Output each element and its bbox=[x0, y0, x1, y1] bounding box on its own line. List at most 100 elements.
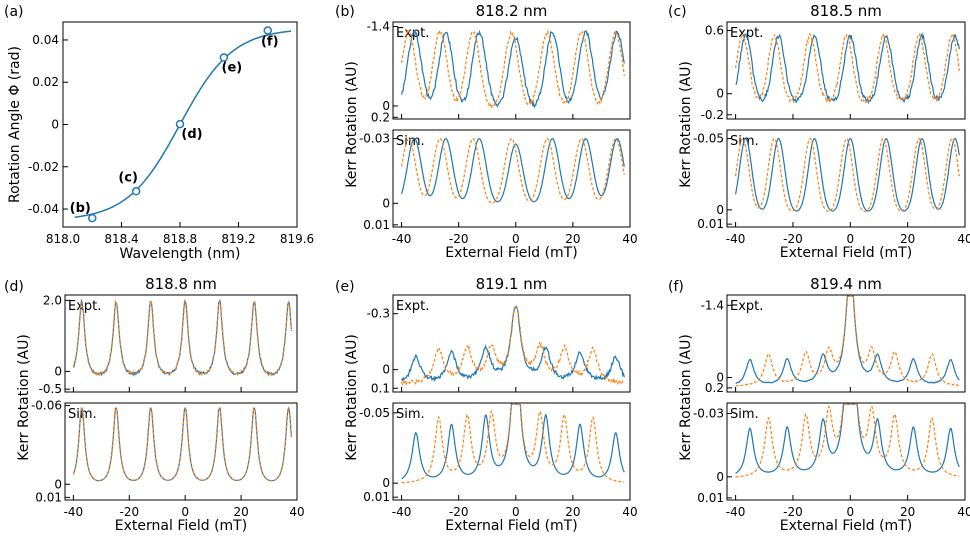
x-tick-label: 20 bbox=[900, 232, 915, 246]
point-label: (e) bbox=[222, 61, 243, 76]
y-tick-label: 2.0 bbox=[43, 293, 62, 307]
sim-b-series-blue bbox=[401, 137, 625, 203]
sim-f-series-blue bbox=[735, 403, 960, 474]
sim-c-series-orange bbox=[735, 137, 960, 212]
panel-label-e: (e) bbox=[335, 279, 355, 295]
point-label: (b) bbox=[70, 201, 91, 216]
y-tick-label: -0.05 bbox=[693, 132, 724, 146]
y-tick-label: 0 bbox=[54, 364, 62, 378]
y-tick-label: 0 bbox=[382, 99, 390, 113]
sim-d-frame bbox=[64, 402, 298, 501]
panel-b: (b) 818.2 nmExpt.-1.400.2Sim.-0.0300.01-4… bbox=[335, 2, 638, 261]
y-tick-label: -0.06 bbox=[31, 399, 62, 413]
y-tick-label: -1.4 bbox=[367, 20, 390, 34]
x-tick-label: 819.2 bbox=[221, 232, 255, 246]
panel-label-b: (b) bbox=[335, 4, 355, 20]
expt-d-frame bbox=[64, 294, 298, 393]
y-tick-label: 0 bbox=[716, 470, 724, 484]
expt-c-tag: Expt. bbox=[730, 26, 763, 41]
x-tick-label: 0 bbox=[512, 505, 520, 519]
y-tick-label: 0.01 bbox=[363, 218, 390, 232]
x-tick-label: 20 bbox=[565, 232, 580, 246]
y-tick-label: 0 bbox=[54, 477, 62, 491]
y-tick-label: 0.01 bbox=[363, 490, 390, 504]
panel-title-b: 818.2 nm bbox=[476, 2, 548, 20]
panel-label-f: (f) bbox=[668, 279, 684, 295]
x-axis-label: External Field (mT) bbox=[445, 518, 577, 534]
x-tick-label: 818.4 bbox=[104, 232, 138, 246]
expt-b-frame bbox=[392, 21, 631, 120]
y-axis-label: Rotation Angle Φ (rad) bbox=[7, 46, 23, 203]
y-tick-label: 0 bbox=[716, 371, 724, 385]
expt-f-tag: Expt. bbox=[730, 299, 763, 314]
y-tick-label: -0.02 bbox=[28, 160, 59, 174]
x-tick-label: 40 bbox=[289, 505, 304, 519]
x-tick-label: 40 bbox=[957, 232, 970, 246]
y-tick-label: 0.2 bbox=[371, 110, 390, 124]
y-tick-label: 0 bbox=[382, 476, 390, 490]
panel-f: (f) 819.4 nmExpt.-1.400.2Sim.-0.0300.01-4… bbox=[668, 275, 970, 534]
x-tick-label: -20 bbox=[783, 232, 803, 246]
sim-c-frame bbox=[726, 129, 966, 228]
panel-label-a: (a) bbox=[4, 4, 24, 20]
panel-title-f: 819.4 nm bbox=[810, 275, 882, 293]
x-tick-label: 819.6 bbox=[280, 232, 314, 246]
y-axis-label: Kerr Rotation (AU) bbox=[678, 61, 694, 188]
expt-d-series-orange bbox=[72, 299, 292, 377]
sim-b-series-orange bbox=[401, 137, 625, 204]
y-tick-label: 0.01 bbox=[35, 490, 62, 504]
y-tick-label: 0 bbox=[382, 363, 390, 377]
point-label: (c) bbox=[118, 170, 138, 185]
expt-d-series-blue bbox=[73, 298, 292, 377]
panel-label-c: (c) bbox=[668, 4, 687, 20]
data-point bbox=[219, 53, 229, 62]
expt-f-series-blue bbox=[735, 295, 960, 384]
panel-e: (e) 819.1 nmExpt.-0.300.1Sim.-0.0500.01-4… bbox=[335, 275, 638, 534]
panel-title-e: 819.1 nm bbox=[476, 275, 548, 293]
x-tick-label: -40 bbox=[726, 505, 746, 519]
sim-e-tag: Sim. bbox=[396, 407, 425, 422]
y-tick-label: -0.2 bbox=[701, 108, 724, 122]
sim-d-series-blue bbox=[72, 406, 292, 482]
expt-c-series-blue bbox=[735, 32, 960, 105]
x-tick-label: -40 bbox=[726, 232, 746, 246]
x-axis-label: External Field (mT) bbox=[780, 518, 912, 534]
x-tick-label: 20 bbox=[565, 505, 580, 519]
sim-e-frame bbox=[392, 402, 631, 501]
x-tick-label: 20 bbox=[233, 505, 248, 519]
x-axis-label: External Field (mT) bbox=[780, 245, 912, 261]
x-tick-label: -40 bbox=[392, 505, 412, 519]
expt-f-frame bbox=[726, 294, 966, 393]
x-tick-label: 40 bbox=[622, 232, 637, 246]
sim-e-series-orange bbox=[401, 403, 625, 484]
x-tick-label: 818.8 bbox=[163, 232, 197, 246]
x-tick-label: -20 bbox=[119, 505, 139, 519]
panel-c: (c) 818.5 nmExpt.0.60-0.2Sim.-0.0500.01-4… bbox=[668, 2, 970, 261]
y-tick-label: 0 bbox=[716, 203, 724, 217]
rotation-curve bbox=[74, 30, 292, 218]
sim-f-series-orange bbox=[735, 403, 960, 478]
point-label: (f) bbox=[261, 34, 279, 49]
panel-label-d: (d) bbox=[4, 279, 24, 295]
y-tick-label: -1.4 bbox=[701, 298, 724, 312]
x-tick-label: 0 bbox=[846, 505, 854, 519]
y-tick-label: -0.03 bbox=[693, 407, 724, 421]
expt-c-frame bbox=[726, 21, 966, 120]
x-tick-label: 20 bbox=[900, 505, 915, 519]
sim-f-frame bbox=[726, 402, 966, 501]
y-tick-label: 0.02 bbox=[32, 75, 59, 89]
x-tick-label: -40 bbox=[64, 505, 84, 519]
data-point bbox=[175, 119, 185, 129]
x-tick-label: 40 bbox=[957, 505, 970, 519]
x-tick-label: -20 bbox=[449, 232, 469, 246]
y-tick-label: 0.1 bbox=[371, 381, 390, 395]
y-tick-label: 0.01 bbox=[697, 217, 724, 231]
sim-b-frame bbox=[392, 129, 631, 228]
y-axis-label: Kerr Rotation (AU) bbox=[16, 334, 32, 461]
data-point bbox=[88, 213, 97, 223]
y-tick-label: 0 bbox=[382, 196, 390, 210]
y-tick-label: -0.04 bbox=[28, 202, 59, 216]
x-tick-label: 818.0 bbox=[46, 232, 80, 246]
y-tick-label: -0.5 bbox=[39, 382, 62, 396]
